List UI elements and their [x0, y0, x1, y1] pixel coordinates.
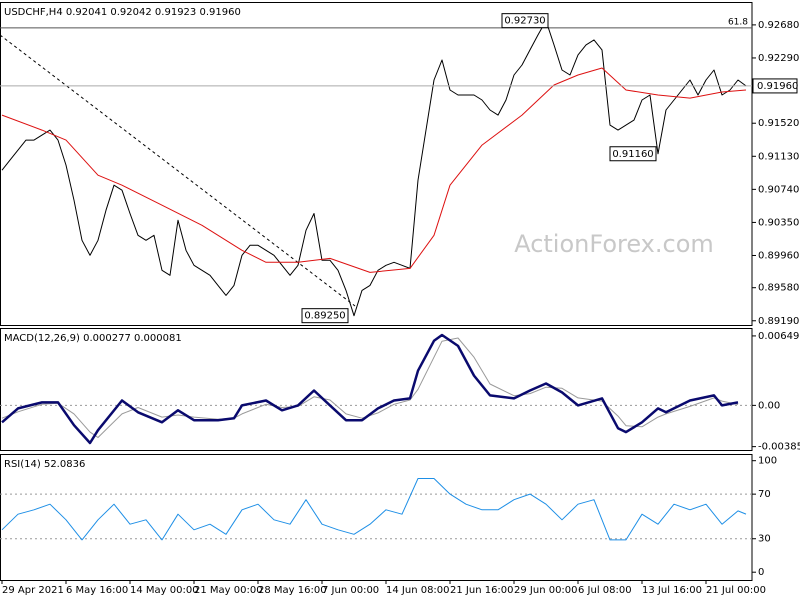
watermark: ActionForex.com: [514, 230, 714, 258]
series-line: [1, 337, 739, 438]
panel-frame: [0, 454, 753, 581]
trend-line: [0, 34, 356, 307]
y-tick-label: -0.003855: [758, 442, 800, 453]
series-line: [1, 333, 739, 445]
y-tick-label: 0.00: [758, 400, 780, 411]
last-price-label: 0.91960: [757, 81, 798, 92]
y-tick-label: 30: [758, 534, 771, 545]
x-tick-label: 7 Jun 00:00: [322, 585, 379, 596]
annotation-label: 0.91160: [612, 149, 653, 160]
x-tick-label: 14 May 00:00: [130, 585, 199, 596]
last-price-box: [752, 78, 798, 94]
annotation-box: [609, 146, 657, 162]
y-tick-label: 0.00649: [758, 331, 799, 342]
y-tick-label: 0: [758, 567, 764, 578]
y-tick-label: 0.92290: [758, 53, 799, 64]
x-tick-label: 6 May 16:00: [66, 585, 128, 596]
series-line: [1, 67, 747, 273]
x-tick-label: 21 Jun 16:00: [450, 585, 514, 596]
series-line: [1, 478, 747, 541]
y-tick-label: 0.89190: [758, 316, 799, 327]
panel-frame: [0, 328, 753, 451]
y-tick-label: 0.90350: [758, 217, 799, 228]
panel-title: RSI(14) 52.0836: [4, 459, 85, 470]
x-tick-label: 29 Apr 2021: [2, 585, 64, 596]
y-tick-label: 0.92680: [758, 20, 799, 31]
panel-title: MACD(12,26,9) 0.000277 0.000081: [4, 333, 182, 344]
y-tick-label: 100: [758, 456, 777, 467]
annotation-label: 0.92730: [504, 16, 545, 27]
series-line: [1, 20, 747, 317]
y-tick-label: 0.91130: [758, 151, 799, 162]
x-tick-label: 29 Jun 00:00: [514, 585, 578, 596]
x-tick-label: 28 May 16:00: [258, 585, 327, 596]
y-tick-label: 0.89580: [758, 283, 799, 294]
x-tick-label: 21 May 00:00: [194, 585, 263, 596]
x-tick-label: 14 Jun 08:00: [386, 585, 450, 596]
panel-frame: [0, 2, 753, 326]
panel-title: USDCHF,H4 0.92041 0.92042 0.91923 0.9196…: [4, 7, 241, 18]
annotation-label: 0.89250: [304, 311, 345, 322]
x-tick-label: 21 Jul 00:00: [706, 585, 766, 596]
y-tick-label: 0.91520: [758, 118, 799, 129]
x-tick-label: 13 Jul 16:00: [642, 585, 702, 596]
y-tick-label: 0.90740: [758, 184, 799, 195]
annotation-box: [501, 13, 549, 29]
y-tick-label: 70: [758, 489, 771, 500]
x-tick-label: 6 Jul 08:00: [578, 585, 632, 596]
fib-label: 61.8: [728, 17, 748, 27]
annotation-box: [301, 308, 349, 324]
y-tick-label: 0.89960: [758, 250, 799, 261]
